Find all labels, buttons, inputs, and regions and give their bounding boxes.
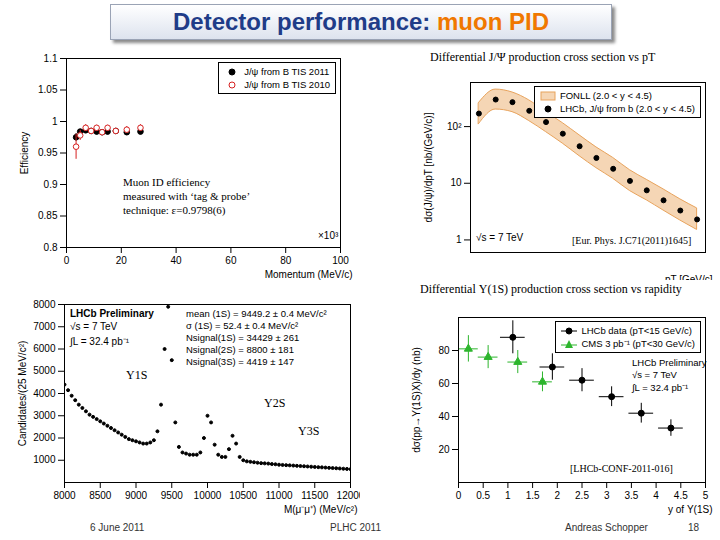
html-text:LHCb data (pT<15 GeV/c): LHCb data (pT<15 GeV/c) xyxy=(581,325,692,336)
html-text:J/ψ from B TIS 2011: J/ψ from B TIS 2011 xyxy=(244,66,330,77)
svg-text:20: 20 xyxy=(438,444,450,455)
svg-text:10²: 10² xyxy=(447,121,462,132)
svg-text:0.5: 0.5 xyxy=(476,490,490,501)
html-text:technique: ε=0.9798(6): technique: ε=0.9798(6) xyxy=(123,204,226,216)
svg-text:2000: 2000 xyxy=(33,432,56,443)
html-text:∫L = 32.4 pb⁻¹: ∫L = 32.4 pb⁻¹ xyxy=(632,382,689,393)
html-text:LHCb Preliminary: LHCb Preliminary xyxy=(70,308,154,319)
svg-text:10500: 10500 xyxy=(229,490,257,501)
svg-text:1: 1 xyxy=(505,490,511,501)
svg-text:8000: 8000 xyxy=(33,299,56,310)
svg-text:5: 5 xyxy=(703,490,709,501)
html-text:FONLL (2.0 < y < 4.5): FONLL (2.0 < y < 4.5) xyxy=(559,90,652,101)
svg-text:11000: 11000 xyxy=(265,490,293,501)
html-text:Υ1S: Υ1S xyxy=(126,368,148,382)
svg-text:0.9: 0.9 xyxy=(44,179,58,190)
svg-text:1.5: 1.5 xyxy=(526,490,540,501)
svg-text:1: 1 xyxy=(52,116,58,127)
svg-text:3000: 3000 xyxy=(33,410,56,421)
html-text:Differential J/Ψ production cr: Differential J/Ψ production cross sectio… xyxy=(430,50,656,64)
svg-text:3: 3 xyxy=(604,490,610,501)
svg-text:6000: 6000 xyxy=(33,343,56,354)
svg-text:2: 2 xyxy=(555,490,561,501)
html-text:Υ2S: Υ2S xyxy=(264,396,286,410)
svg-text:9000: 9000 xyxy=(125,490,148,501)
html-text:18: 18 xyxy=(688,522,700,533)
svg-text:8500: 8500 xyxy=(89,490,112,501)
html-text:CMS 3 pb⁻¹ (pT<30 GeV/c): CMS 3 pb⁻¹ (pT<30 GeV/c) xyxy=(581,338,695,349)
svg-text:1: 1 xyxy=(456,234,462,245)
svg-text:dσ(J/ψ)/dpT [nb/(GeV/c)]: dσ(J/ψ)/dpT [nb/(GeV/c)] xyxy=(423,112,434,222)
html-text:Muon ID efficiency: Muon ID efficiency xyxy=(123,176,211,188)
svg-text:10: 10 xyxy=(450,177,462,188)
svg-text:80: 80 xyxy=(438,345,450,356)
svg-text:80: 80 xyxy=(280,255,292,266)
svg-text:11500: 11500 xyxy=(301,490,329,501)
html-text:mean (1S) = 9449.2 ± 0.4 MeV/c: mean (1S) = 9449.2 ± 0.4 MeV/c² xyxy=(186,308,327,319)
svg-text:12000: 12000 xyxy=(337,490,360,501)
html-text:[Eur. Phys. J.C71(2011)1645]: [Eur. Phys. J.C71(2011)1645] xyxy=(572,235,692,246)
svg-text:0.8: 0.8 xyxy=(44,242,58,253)
html-text:PLHC 2011: PLHC 2011 xyxy=(330,522,381,533)
html-text:×10³: ×10³ xyxy=(318,230,339,241)
svg-text:2.5: 2.5 xyxy=(575,490,589,501)
svg-text:100: 100 xyxy=(332,255,349,266)
svg-text:0.95: 0.95 xyxy=(38,147,58,158)
svg-text:4: 4 xyxy=(653,490,659,501)
html-text:Differential Υ(1S) production: Differential Υ(1S) production cross sect… xyxy=(420,282,682,296)
svg-text:1.1: 1.1 xyxy=(44,53,58,64)
svg-text:y of Υ(1S): y of Υ(1S) xyxy=(668,504,712,515)
html-text:[LHCb-CONF-2011-016]: [LHCb-CONF-2011-016] xyxy=(570,463,673,474)
svg-text:0: 0 xyxy=(64,255,70,266)
svg-text:8000: 8000 xyxy=(53,490,76,501)
html-text:Nsignal(1S) = 34429 ± 261: Nsignal(1S) = 34429 ± 261 xyxy=(186,332,300,343)
svg-text:4000: 4000 xyxy=(33,388,56,399)
svg-text:0.85: 0.85 xyxy=(38,210,58,221)
svg-text:40: 40 xyxy=(438,411,450,422)
svg-text:4.5: 4.5 xyxy=(674,490,688,501)
html-text:Andreas Schopper: Andreas Schopper xyxy=(565,522,648,533)
html-text:√s = 7 TeV: √s = 7 TeV xyxy=(476,232,524,243)
html-text:LHCb Preliminary: LHCb Preliminary xyxy=(632,357,707,368)
html-text:Nsignal(3S) = 4419 ± 147: Nsignal(3S) = 4419 ± 147 xyxy=(186,356,294,367)
svg-text:Candidates/(25 MeV/c²): Candidates/(25 MeV/c²) xyxy=(17,341,28,447)
html-text:LHCb, J/ψ from b (2.0 < y < 4.: LHCb, J/ψ from b (2.0 < y < 4.5) xyxy=(559,103,695,114)
svg-text:60: 60 xyxy=(438,378,450,389)
svg-text:7000: 7000 xyxy=(33,321,56,332)
svg-text:0: 0 xyxy=(456,490,462,501)
html-text:6 June 2011: 6 June 2011 xyxy=(90,522,145,533)
svg-text:1.05: 1.05 xyxy=(38,84,58,95)
html-text:√s = 7 TeV: √s = 7 TeV xyxy=(632,369,677,380)
html-text:∫L = 32.4 pb⁻¹: ∫L = 32.4 pb⁻¹ xyxy=(70,336,129,347)
svg-text:40: 40 xyxy=(171,255,183,266)
html-text:J/ψ from B TIS 2010: J/ψ from B TIS 2010 xyxy=(244,79,330,90)
svg-text:Momentum (MeV/c): Momentum (MeV/c) xyxy=(265,269,353,280)
svg-text:10000: 10000 xyxy=(194,490,222,501)
svg-text:5000: 5000 xyxy=(33,365,56,376)
svg-text:3.5: 3.5 xyxy=(624,490,638,501)
svg-text:Efficiency: Efficiency xyxy=(19,132,30,175)
html-text:Nsignal(2S) = 8800 ± 181: Nsignal(2S) = 8800 ± 181 xyxy=(186,344,294,355)
svg-text:1000: 1000 xyxy=(33,454,56,465)
html-text:√s = 7 TeV: √s = 7 TeV xyxy=(70,321,118,332)
html-text:σ (1S) = 52.4 ± 0.4 MeV/c²: σ (1S) = 52.4 ± 0.4 MeV/c² xyxy=(186,320,299,331)
svg-text:pT [GeV/c]: pT [GeV/c] xyxy=(665,274,713,281)
svg-text:20: 20 xyxy=(116,255,128,266)
html-text:Detector performance: muon PID: Detector performance: muon PID xyxy=(173,8,549,35)
svg-text:dσ(pp→Υ(1S)X)/dy (nb): dσ(pp→Υ(1S)X)/dy (nb) xyxy=(411,347,422,453)
svg-text:M(μ⁻μ⁺) (MeV/c²): M(μ⁻μ⁺) (MeV/c²) xyxy=(284,504,358,515)
svg-text:60: 60 xyxy=(225,255,237,266)
html-text:measured with ‘tag & probe’: measured with ‘tag & probe’ xyxy=(123,190,251,202)
svg-text:9500: 9500 xyxy=(161,490,184,501)
html-text:Υ3S: Υ3S xyxy=(298,424,320,438)
